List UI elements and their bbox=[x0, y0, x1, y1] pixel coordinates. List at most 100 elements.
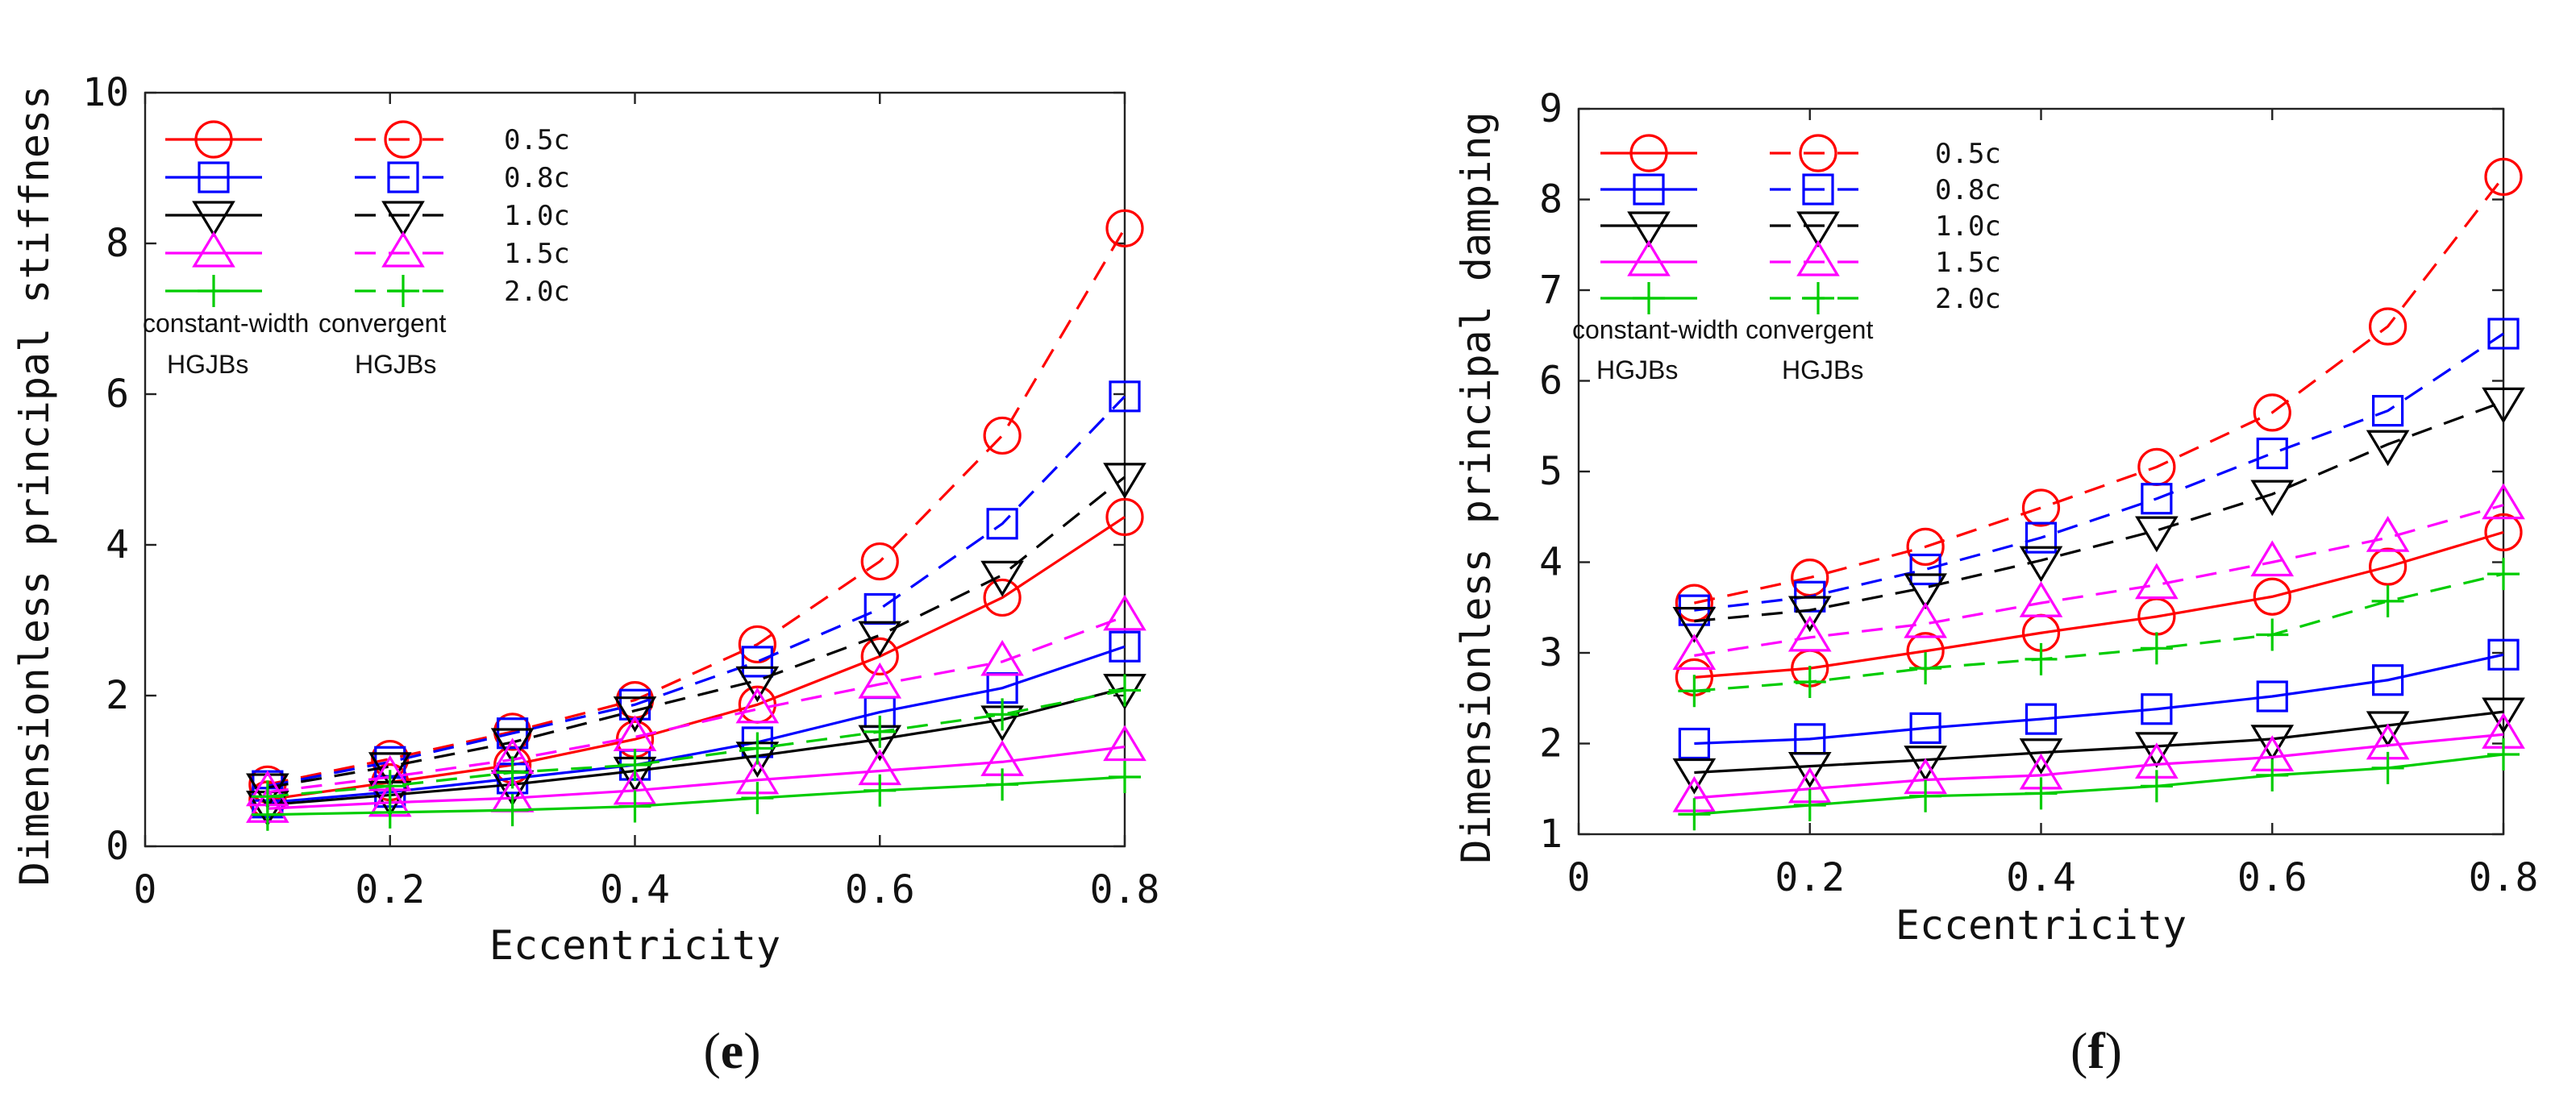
legend-marker-solid bbox=[198, 161, 230, 193]
series-line bbox=[1694, 572, 2504, 692]
y-tick-label: 6 bbox=[1539, 359, 1563, 404]
data-point bbox=[1672, 607, 1717, 643]
legend-entry: 2.0c bbox=[1600, 282, 2001, 315]
x-tick-label: 0 bbox=[1567, 855, 1591, 900]
data-point bbox=[618, 749, 651, 782]
data-point bbox=[251, 780, 284, 813]
data-point bbox=[613, 696, 657, 733]
data-point bbox=[1103, 463, 1147, 499]
series-line bbox=[1694, 176, 2505, 605]
data-point bbox=[2256, 618, 2289, 651]
data-point bbox=[2372, 664, 2404, 696]
data-point bbox=[1109, 760, 1141, 793]
y-tick-label: 8 bbox=[1539, 177, 1563, 222]
data-point bbox=[986, 508, 1018, 540]
series-line bbox=[267, 645, 1126, 804]
data-point bbox=[2371, 584, 2404, 617]
data-point bbox=[2141, 693, 2173, 725]
data-point bbox=[368, 752, 412, 788]
legend: 0.5c 0.8c 1.0c 1.5c 2.0c constant-width conver… bbox=[143, 120, 570, 379]
data-point bbox=[2487, 638, 2520, 671]
y-tick-label: 6 bbox=[106, 372, 129, 417]
legend-marker-solid bbox=[198, 275, 230, 307]
series-line bbox=[267, 687, 1126, 807]
data-point bbox=[738, 625, 776, 664]
y-tick-label: 0 bbox=[106, 824, 129, 869]
y-tick-label: 2 bbox=[1539, 721, 1563, 767]
series-line bbox=[267, 395, 1126, 787]
series-line bbox=[1694, 710, 2504, 775]
series-line bbox=[267, 476, 1126, 789]
x-tick-label: 0 bbox=[134, 867, 157, 912]
data-point bbox=[980, 639, 1024, 676]
legend-entry: 2.0c bbox=[165, 275, 570, 308]
legend-note-hgjbs-2: HGJBs bbox=[1782, 355, 1863, 384]
data-point bbox=[2250, 725, 2295, 761]
legend-marker-dashed bbox=[1796, 239, 1840, 276]
data-point bbox=[496, 794, 529, 827]
data-point bbox=[858, 621, 902, 658]
data-point bbox=[2484, 157, 2523, 196]
data-point bbox=[2019, 546, 2063, 583]
series-line bbox=[267, 516, 1126, 801]
legend-marker-dashed bbox=[1799, 134, 1837, 172]
data-point bbox=[2250, 540, 2295, 577]
data-point bbox=[983, 416, 1022, 455]
chart-panel-f: 0 0.2 0.4 0.6 0.8 1 2 3 4 5 6 7 8 9 Eccentricity Dimens… bbox=[1453, 86, 2538, 1079]
data-point bbox=[618, 790, 651, 823]
data-point bbox=[1904, 601, 1947, 638]
data-point bbox=[864, 774, 897, 807]
series-line bbox=[1694, 332, 2504, 612]
legend-label: 0.8c bbox=[504, 162, 570, 194]
panel-label: (f) bbox=[2070, 1022, 2122, 1079]
data-point bbox=[1909, 779, 1942, 812]
data-point bbox=[1793, 666, 1826, 698]
data-point bbox=[2250, 480, 2295, 517]
data-point bbox=[1909, 712, 1941, 744]
legend-marker-solid bbox=[192, 231, 235, 268]
x-tick-label: 0.8 bbox=[2469, 855, 2539, 900]
plot-frame bbox=[144, 91, 1126, 848]
y-tick-label: 5 bbox=[1539, 449, 1563, 494]
legend-label: 1.0c bbox=[504, 200, 570, 232]
series-line bbox=[1694, 504, 2504, 657]
legend-label: 2.0c bbox=[1935, 283, 2001, 315]
data-point bbox=[735, 666, 780, 703]
series-1-0c-solid bbox=[1672, 697, 2525, 795]
legend-marker-dashed bbox=[381, 201, 425, 238]
data-point bbox=[858, 662, 902, 699]
legend-label: 1.5c bbox=[1935, 247, 2001, 279]
data-point bbox=[2141, 483, 2173, 515]
legend-entry: 1.5c bbox=[165, 231, 570, 270]
data-point bbox=[864, 715, 897, 748]
data-point bbox=[2369, 307, 2407, 346]
data-point bbox=[2487, 318, 2520, 350]
data-point bbox=[1904, 746, 1947, 782]
data-point bbox=[2256, 758, 2289, 791]
legend-entry: 0.8c bbox=[1600, 173, 2001, 206]
legend-note-hgjbs-1: HGJBs bbox=[167, 350, 248, 379]
data-point bbox=[1109, 674, 1141, 707]
series-line bbox=[267, 775, 1126, 816]
data-point bbox=[2487, 738, 2520, 771]
y-axis-label: Dimensionless principal damping bbox=[1453, 111, 1500, 863]
series-1-5c-dashed bbox=[1672, 483, 2525, 670]
series-line bbox=[1694, 753, 2504, 816]
data-point bbox=[1906, 527, 1945, 566]
legend-marker-solid bbox=[1633, 282, 1665, 314]
legend-note-hgjbs-1: HGJBs bbox=[1596, 355, 1678, 384]
y-tick-label: 1 bbox=[1539, 812, 1563, 857]
data-point bbox=[2256, 437, 2288, 470]
data-point bbox=[496, 756, 529, 789]
data-point bbox=[2484, 513, 2523, 551]
series-line bbox=[267, 688, 1126, 798]
legend-marker-dashed bbox=[1802, 282, 1834, 314]
data-point bbox=[860, 542, 899, 581]
legend-entry: 0.5c bbox=[165, 120, 570, 159]
data-point bbox=[983, 578, 1022, 617]
panel-label: (e) bbox=[703, 1022, 760, 1079]
legend-marker-solid bbox=[1627, 239, 1671, 276]
data-point bbox=[1678, 727, 1710, 760]
x-tick-label: 0.2 bbox=[355, 867, 425, 912]
series-1-0c-dashed bbox=[1672, 387, 2525, 643]
